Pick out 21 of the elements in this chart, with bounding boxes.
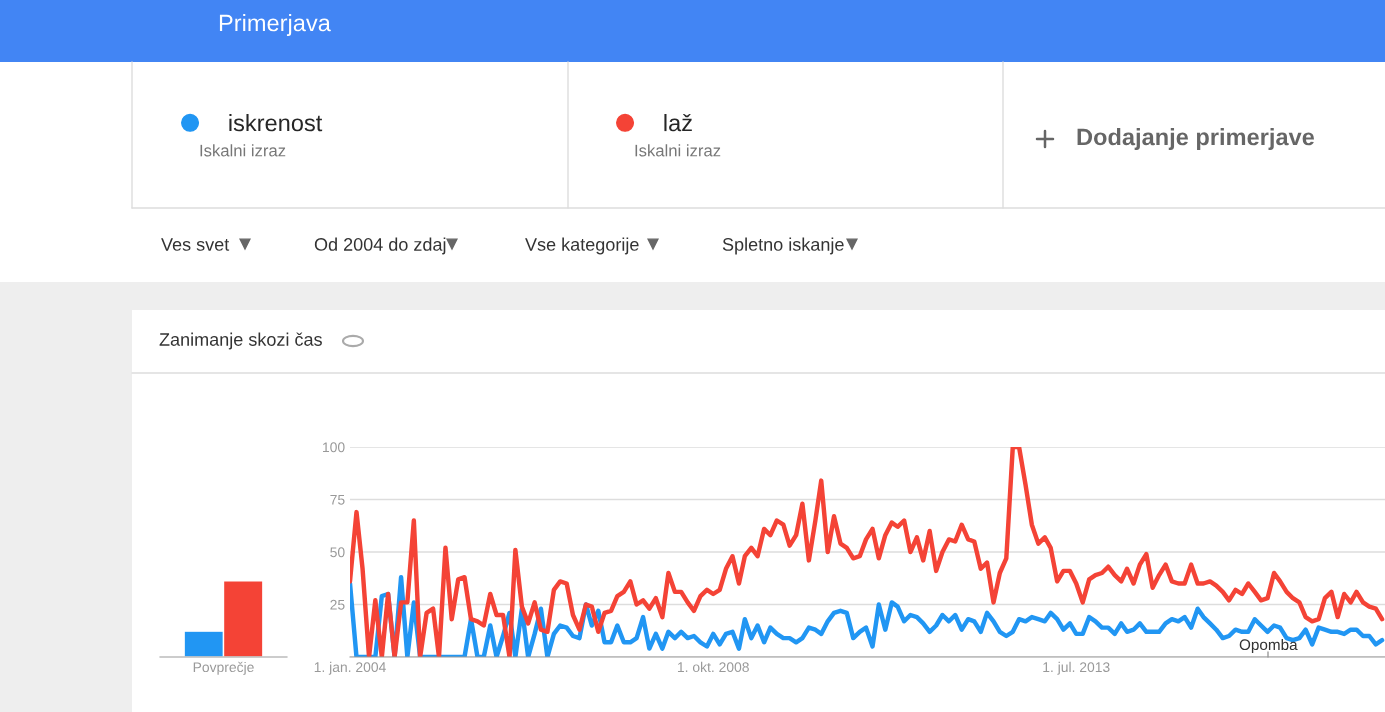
text: Spletno iskanje (722, 237, 844, 255)
text: Iskalni izraz (635, 144, 721, 157)
y-tick-label: 75 (330, 494, 345, 505)
annotation: Opomba (1239, 638, 1298, 654)
text: Od 2004 do zdaj (314, 237, 446, 255)
text: Iskalni izraz (200, 144, 286, 157)
x-tick-label: 1. jul. 2013 (1043, 661, 1110, 675)
y-tick-label: 25 (330, 599, 345, 610)
x-tick-label: 1. okt. 2008 (677, 661, 749, 673)
text: Ves svet (161, 238, 230, 251)
legend-label: iskrenost (229, 114, 323, 132)
legend-label: laž (664, 113, 692, 132)
line-series (350, 447, 1385, 657)
chart-title: Zanimanje skozi čas (159, 332, 322, 350)
y-tick-label: 100 (323, 442, 345, 453)
text: Primerjava (219, 14, 331, 36)
x-tick-label: Povprečje (193, 661, 254, 675)
text: Vse kategorije (525, 237, 639, 255)
y-tick-label: 50 (330, 547, 345, 558)
text: Dodajanje primerjave (1077, 128, 1315, 150)
x-tick-label: 1. jan. 2004 (314, 661, 386, 675)
